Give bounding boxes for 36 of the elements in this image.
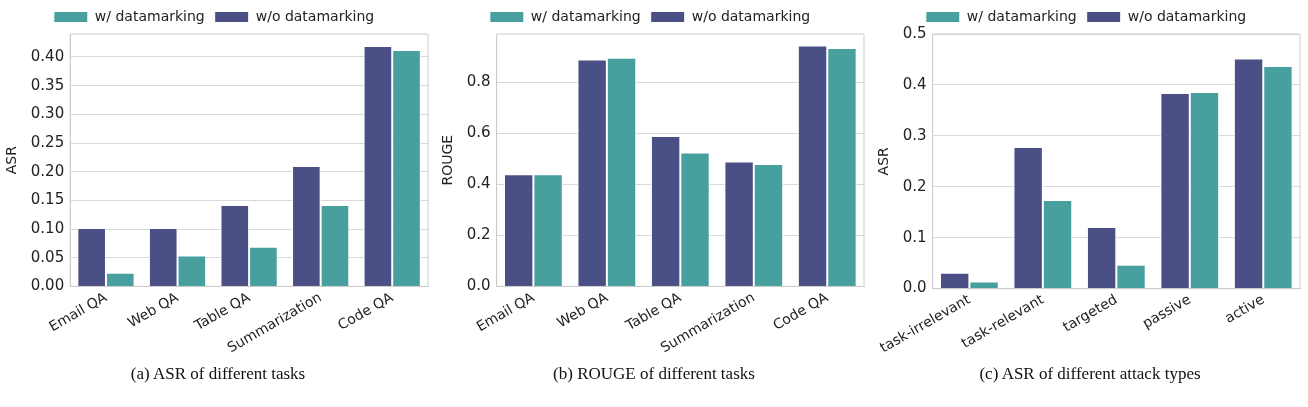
y-tick-label: 0.25 [30, 132, 65, 151]
y-tick-label: 0.4 [466, 174, 491, 193]
legend-label: w/o datamarking [1127, 7, 1247, 24]
y-tick-label: 0.2 [466, 225, 491, 244]
legend-label: w/ datamarking [530, 7, 641, 24]
y-tick-label: 0.4 [902, 74, 927, 93]
y-tick-label: 0.2 [902, 176, 927, 195]
y-tick-label: 0.00 [30, 276, 65, 295]
y-tick-label: 0.0 [466, 276, 491, 295]
legend-label: w/o datamarking [255, 7, 375, 24]
y-tick-label: 0.0 [902, 278, 927, 297]
legend-label: w/ datamarking [966, 7, 1077, 24]
y-tick-label: 0.5 [902, 23, 927, 42]
y-tick-label: 0.10 [30, 218, 65, 237]
y-tick-label: 0.35 [30, 75, 65, 94]
y-axis-title: ASR [3, 145, 20, 175]
y-tick-label: 0.40 [30, 46, 65, 65]
y-tick-label: 0.20 [30, 161, 65, 180]
y-axis-title: ASR [875, 146, 892, 176]
x-tick-label: Code QA [769, 288, 831, 333]
y-tick-label: 0.30 [30, 104, 65, 123]
y-tick-label: 0.6 [466, 123, 491, 142]
x-tick-label: Web QA [124, 288, 182, 331]
legend-label: w/o datamarking [691, 7, 811, 24]
x-tick-label: Code QA [334, 288, 396, 333]
y-tick-label: 0.1 [902, 227, 927, 246]
legend-label: w/ datamarking [94, 7, 205, 24]
y-tick-label: 0.8 [466, 72, 491, 91]
text: (a) ASR of different tasks [130, 364, 306, 384]
text: (b) ROUGE of different tasks [553, 364, 755, 384]
y-tick-label: 0.15 [30, 190, 65, 209]
x-tick-label: Web QA [554, 288, 611, 331]
y-tick-label: 0.3 [902, 125, 927, 144]
y-axis-title: ROUGE [439, 134, 456, 186]
y-tick-label: 0.05 [30, 247, 65, 266]
text: (c) ASR of different attack types [979, 364, 1201, 384]
